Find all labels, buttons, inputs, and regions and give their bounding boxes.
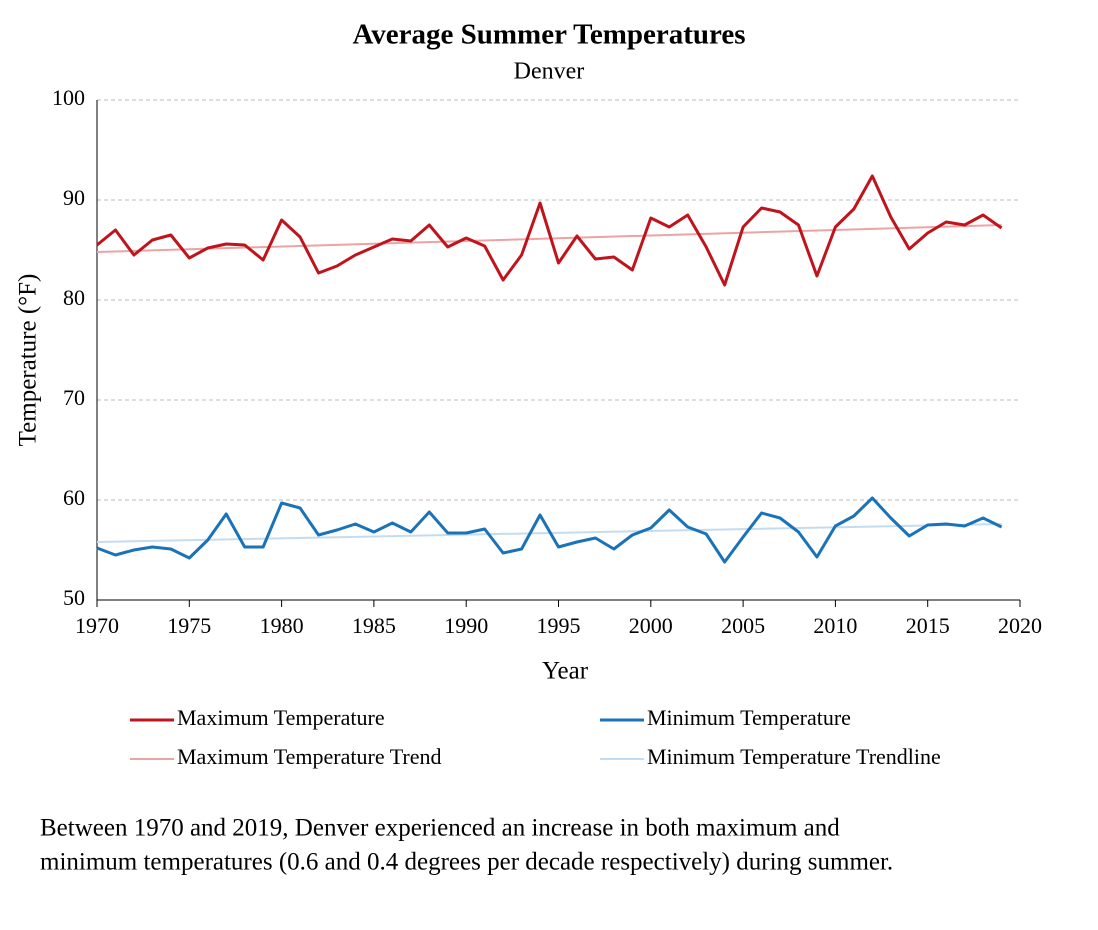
caption: Between 1970 and 2019, Denver experience…: [40, 815, 840, 842]
x-tick-label: 1970: [75, 613, 119, 638]
x-tick-label: 1990: [444, 613, 488, 638]
legend-label: Minimum Temperature Trendline: [647, 744, 941, 769]
x-tick-label: 1980: [260, 613, 304, 638]
x-tick-label: 2010: [813, 613, 857, 638]
chart-subtitle: Denver: [514, 59, 585, 85]
y-tick-label: 100: [52, 85, 85, 110]
legend-label: Minimum Temperature: [647, 705, 851, 730]
x-tick-label: 2015: [906, 613, 950, 638]
x-tick-label: 1975: [167, 613, 211, 638]
x-axis-label: Year: [542, 658, 589, 685]
chart-title: Average Summer Temperatures: [352, 19, 745, 51]
x-tick-label: 2020: [998, 613, 1042, 638]
x-tick-label: 2000: [629, 613, 673, 638]
y-tick-label: 90: [63, 185, 85, 210]
y-axis-label: Temperature (°F): [15, 274, 42, 447]
x-tick-label: 1985: [352, 613, 396, 638]
y-tick-label: 70: [63, 385, 85, 410]
y-tick-label: 60: [63, 485, 85, 510]
legend-label: Maximum Temperature Trend: [177, 744, 441, 769]
y-tick-label: 80: [63, 285, 85, 310]
caption: minimum temperatures (0.6 and 0.4 degree…: [40, 849, 893, 876]
series-line: [96, 496, 1003, 564]
x-tick-label: 1995: [537, 613, 581, 638]
x-tick-label: 2005: [721, 613, 765, 638]
series-line: [96, 174, 1003, 287]
legend-label: Maximum Temperature: [177, 705, 385, 730]
y-tick-label: 50: [63, 585, 85, 610]
